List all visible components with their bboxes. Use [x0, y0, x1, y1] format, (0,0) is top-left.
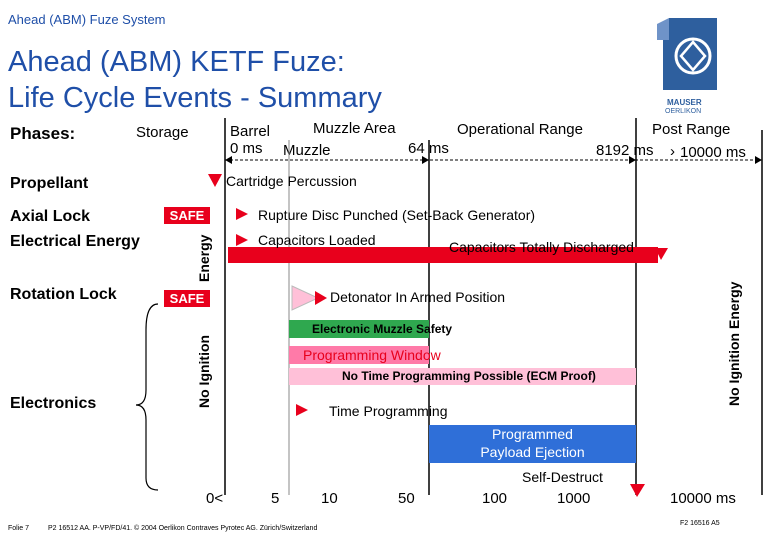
phase-storage: Storage — [136, 124, 189, 141]
event-no-time-programming: No Time Programming Possible (ECM Proof) — [342, 369, 596, 383]
time-programming-marker — [296, 404, 308, 416]
energy-vertical-label: Energy — [196, 234, 212, 282]
cartridge-marker — [208, 174, 222, 187]
capacitors-discharged-marker — [655, 248, 668, 260]
axis-tick-0: 0< — [206, 490, 224, 507]
axis-tick-50: 50 — [398, 490, 415, 507]
logo-icon — [657, 18, 717, 90]
energy-bar — [228, 247, 658, 263]
axis-tick-5: 5 — [271, 490, 280, 507]
phase-barrel-time: 0 ms — [230, 140, 263, 157]
phase-barrel: Barrel — [230, 123, 271, 140]
event-self-destruct: Self-Destruct — [522, 469, 603, 485]
row-electronics: Electronics — [10, 395, 97, 412]
capacitors-loaded-marker — [236, 234, 248, 246]
phase-operational-time: 8192 ms — [596, 142, 654, 159]
event-cartridge: Cartridge Percussion — [226, 173, 357, 189]
no-time-programming-bar — [289, 368, 636, 385]
event-time-programming: Time Programming — [329, 403, 448, 419]
footer-copyright: P2 16512 AA. P-VP/FD/41. © 2004 Oerlikon… — [48, 525, 318, 532]
axis-tick-100: 100 — [482, 490, 508, 507]
phase-post: Post Range — [652, 121, 731, 138]
event-capacitors-loaded: Capacitors Loaded — [258, 232, 376, 248]
arrow-head-left — [225, 156, 232, 164]
event-detonator: Detonator In Armed Position — [330, 289, 506, 305]
phase-muzzle-area: Muzzle Area — [313, 120, 396, 137]
rotation-transition — [291, 285, 320, 311]
no-ignition-vertical-label: No Ignition — [196, 334, 212, 408]
phase-muzzle: Muzzle — [283, 142, 331, 159]
muzzle-safety-bar — [289, 320, 429, 338]
rupture-marker — [236, 208, 248, 220]
no-ignition-energy-vertical-label: No Ignition Energy — [726, 281, 742, 406]
page-title-line2: Life Cycle Events - Summary — [8, 82, 382, 114]
section-header: Ahead (ABM) Fuze System — [8, 12, 166, 27]
arrow-head-right — [755, 156, 762, 164]
safe-box-2 — [164, 290, 210, 307]
row-rotation-lock: Rotation Lock — [10, 286, 117, 303]
detonator-marker — [315, 291, 327, 305]
footer-ref: F2 16516 A5 — [680, 520, 720, 527]
row-electrical-energy: Electrical Energy — [10, 233, 140, 250]
safe-label-1: SAFE — [169, 208, 205, 223]
axis-tick-1000: 1000 — [557, 490, 591, 507]
event-programming-window: Programming Window — [303, 347, 441, 363]
mauser-oerlikon-logo: MAUSER OERLIKON — [655, 18, 725, 118]
arrow-head-muzzle — [422, 156, 429, 164]
footer-folie: Folie 7 — [8, 525, 30, 532]
arrow-head-operational — [629, 156, 636, 164]
safe-label-2: SAFE — [169, 291, 205, 306]
event-capacitors-discharged: Capacitors Totally Discharged — [449, 239, 634, 255]
event-programmed-line2: Payload Ejection — [480, 444, 585, 460]
axis-tick-10: 10 — [321, 490, 338, 507]
phase-operational: Operational Range — [457, 121, 583, 138]
self-destruct-marker — [630, 484, 645, 497]
event-rupture: Rupture Disc Punched (Set-Back Generator… — [258, 207, 536, 223]
event-muzzle-safety: Electronic Muzzle Safety — [312, 322, 453, 336]
programming-window-bar — [289, 346, 429, 364]
phase-post-prefix: › — [670, 143, 675, 160]
safe-box-1 — [164, 207, 210, 224]
event-programmed-line1: Programmed — [492, 426, 573, 442]
electronics-brace — [135, 303, 159, 491]
phase-post-time: 10000 ms — [680, 144, 746, 161]
phases-label: Phases: — [10, 124, 76, 143]
row-axial-lock: Axial Lock — [10, 208, 91, 225]
row-propellant: Propellant — [10, 175, 89, 192]
page-title-line1: Ahead (ABM) KETF Fuze: — [8, 46, 345, 78]
logo-text-2: OERLIKON — [665, 108, 702, 115]
payload-ejection-box — [429, 425, 636, 463]
axis-tick-10000: 10000 ms — [670, 490, 736, 507]
logo-text-1: MAUSER — [667, 98, 702, 107]
